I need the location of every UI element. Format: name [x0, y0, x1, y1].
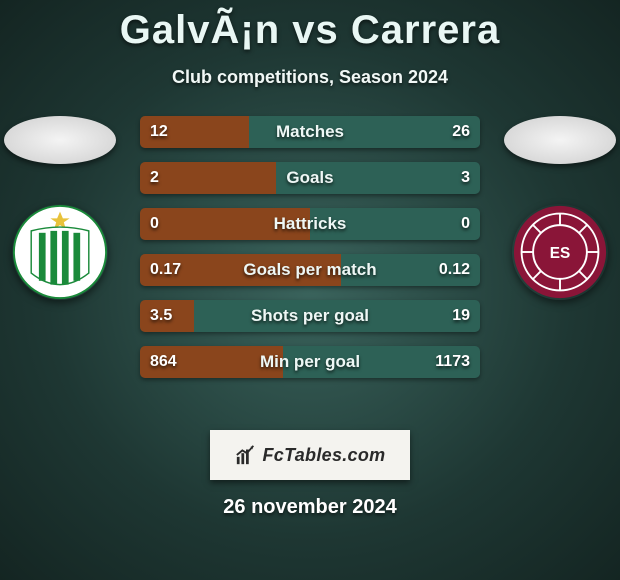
stat-bar: 0.170.12Goals per match [140, 254, 480, 286]
club-badge-right: ES [512, 204, 608, 300]
stat-bar: 23Goals [140, 162, 480, 194]
stat-bar: 1226Matches [140, 116, 480, 148]
brand-plate[interactable]: FcTables.com [210, 430, 410, 480]
brand-logo-icon [235, 444, 257, 466]
comparison-stage: ES 1226Matches 23Goals 00Hattricks 0.170.12… [0, 116, 620, 416]
brand-text: FcTables.com [263, 445, 386, 466]
page-subtitle: Club competitions, Season 2024 [0, 67, 620, 88]
club-badge-left [12, 204, 108, 300]
stat-bar: 00Hattricks [140, 208, 480, 240]
player-silhouette-right [504, 116, 616, 164]
stat-label: Goals per match [140, 260, 480, 280]
stat-label: Min per goal [140, 352, 480, 372]
stat-bar: 3.519Shots per goal [140, 300, 480, 332]
page-title: GalvÃ¡n vs Carrera [0, 0, 620, 53]
stat-bars: 1226Matches 23Goals 00Hattricks 0.170.12Goa… [140, 116, 480, 378]
footer-date: 26 november 2024 [0, 496, 620, 519]
right-player-slot: ES [500, 116, 620, 300]
stat-bar: 8641173Min per goal [140, 346, 480, 378]
left-player-slot [0, 116, 120, 300]
player-silhouette-left [4, 116, 116, 164]
svg-text:ES: ES [550, 245, 571, 262]
stat-label: Matches [140, 122, 480, 142]
stat-label: Shots per goal [140, 306, 480, 326]
stat-label: Goals [140, 168, 480, 188]
stat-label: Hattricks [140, 214, 480, 234]
